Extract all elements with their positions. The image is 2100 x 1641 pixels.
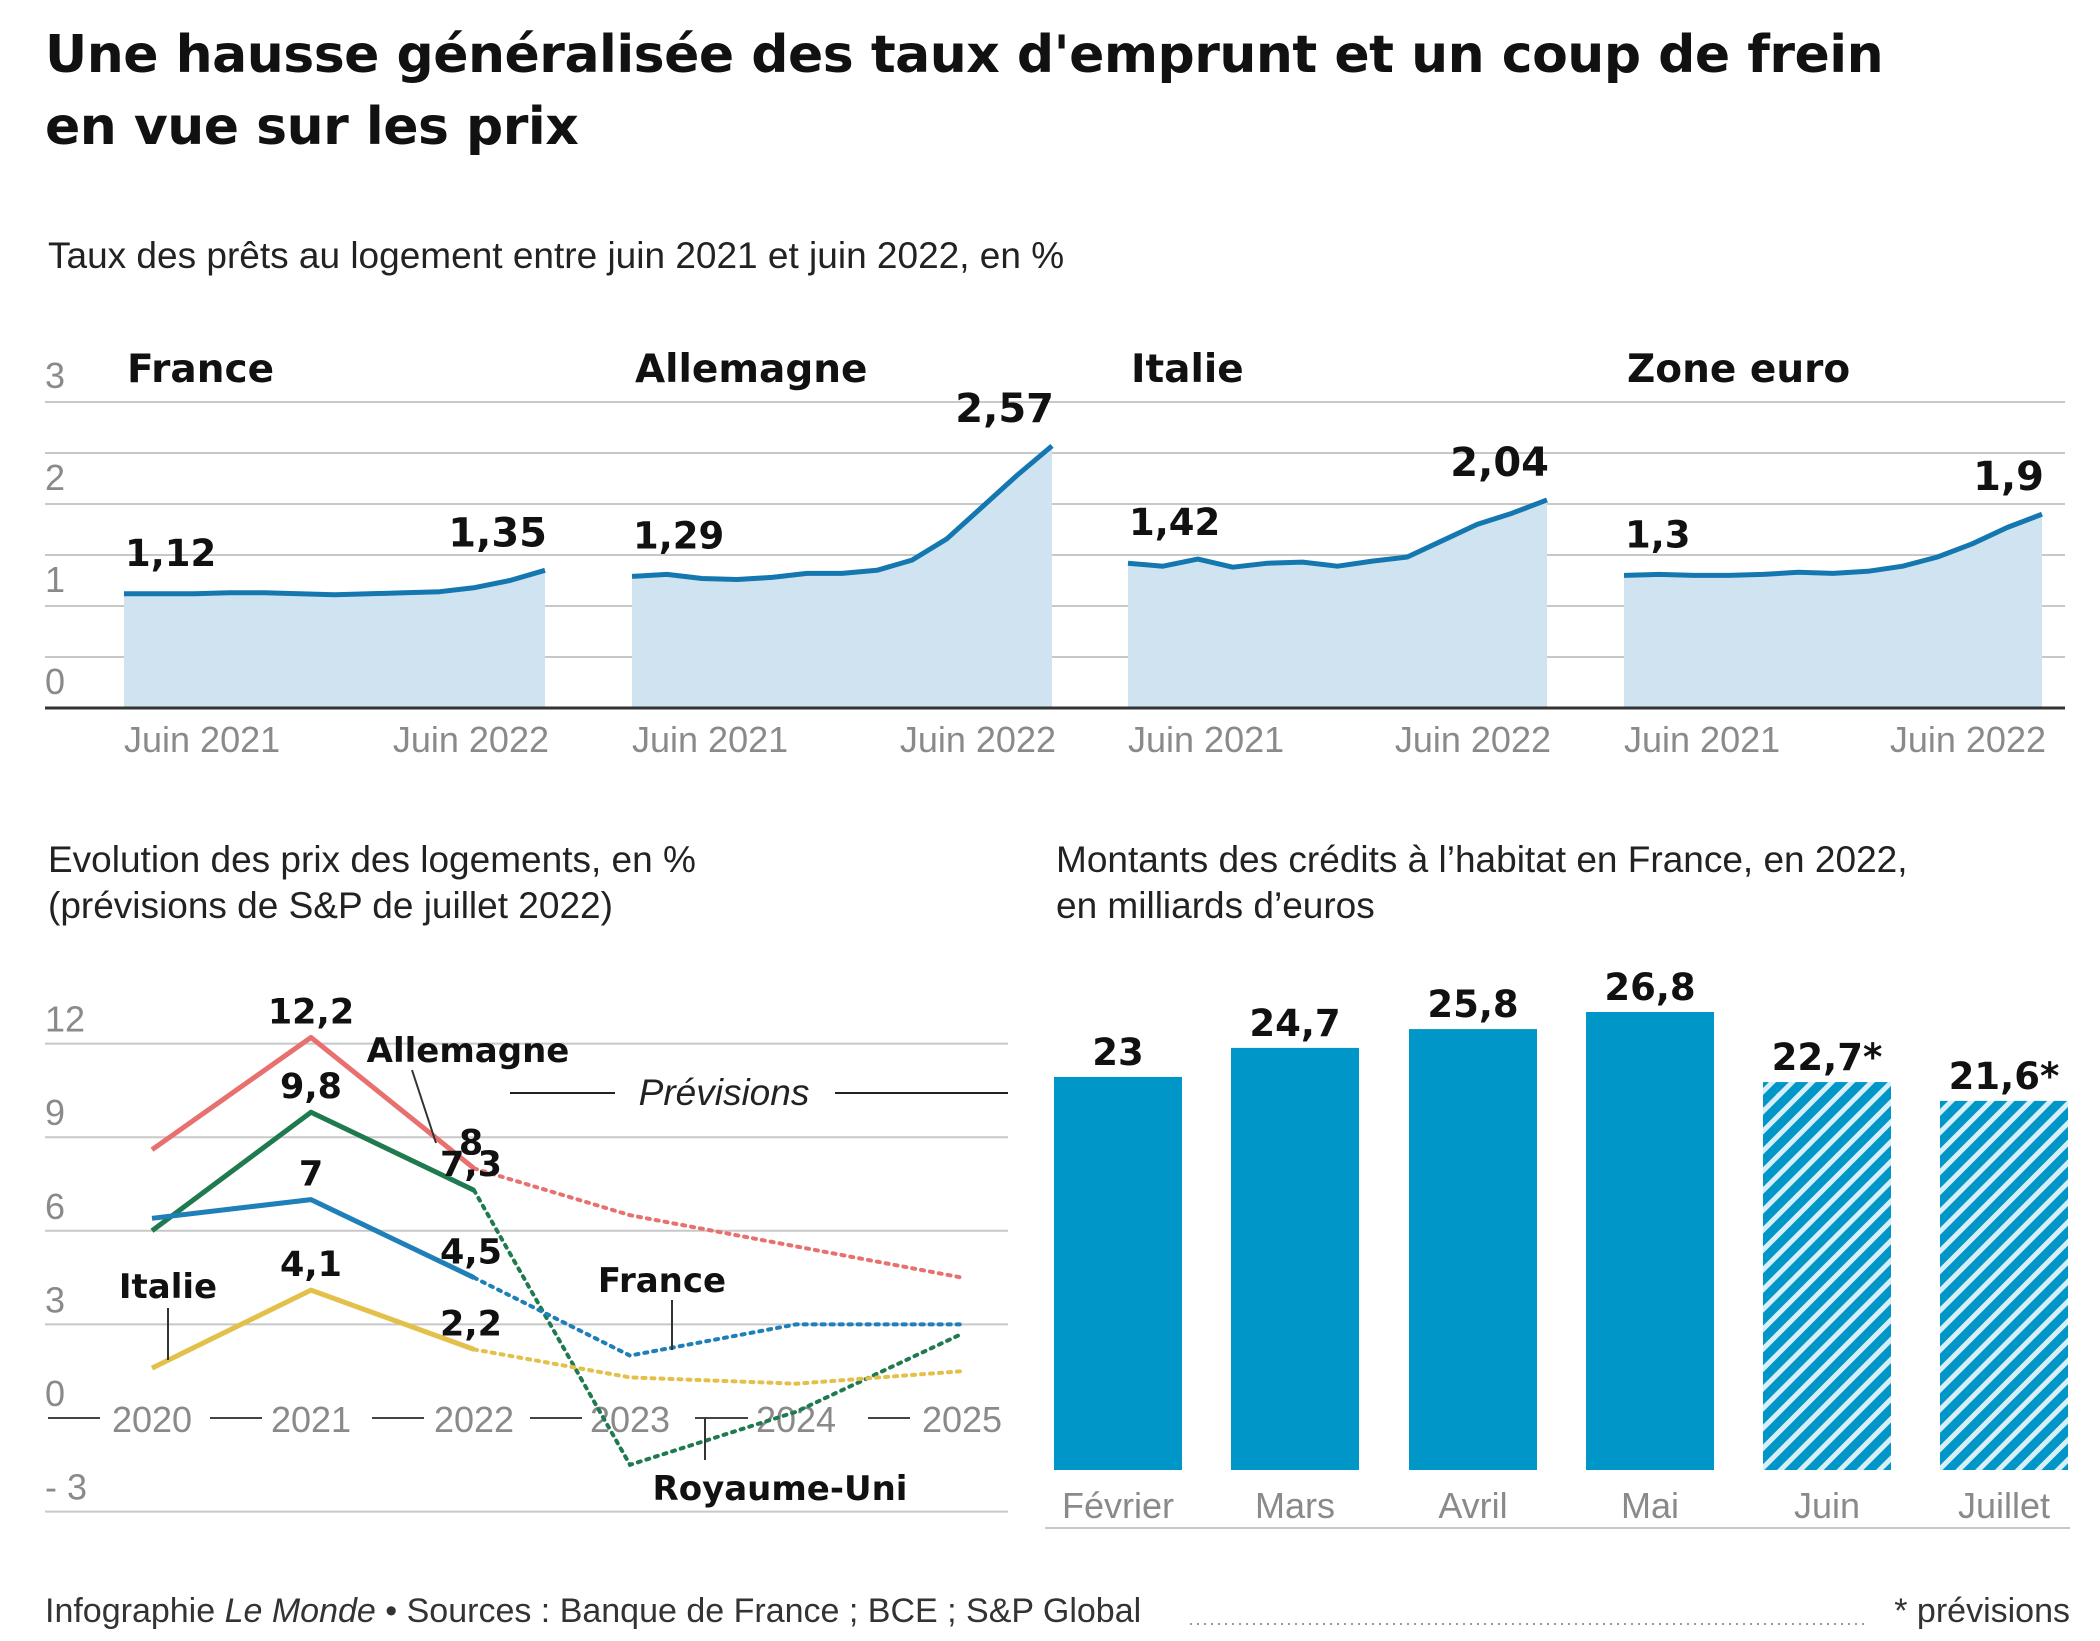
x-tick-label: Février [1062, 1485, 1174, 1526]
bar [1763, 1082, 1891, 1470]
x-tick-label: Juin 2021 [1128, 719, 1284, 760]
x-tick-label: Juin 2022 [1395, 719, 1551, 760]
bar [1940, 1100, 2068, 1470]
bar [1409, 1029, 1537, 1470]
panel-name: France [127, 347, 274, 392]
series-name-label: Allemagne [367, 1031, 570, 1071]
bar [1586, 1012, 1714, 1470]
series-name-label: France [598, 1261, 726, 1301]
x-tick-label: Juin 2022 [393, 719, 549, 760]
bar [1054, 1076, 1182, 1470]
footer-credit: Infographie Le Monde • Sources : Banque … [45, 1592, 1141, 1630]
data-value-label: 4,1 [280, 1245, 342, 1285]
panel-name: Allemagne [635, 347, 867, 392]
data-value-label: 12,2 [268, 992, 354, 1032]
x-tick-label: 2021 [271, 1399, 351, 1440]
end-value-label: 2,57 [955, 386, 1054, 432]
start-value-label: 1,29 [633, 514, 724, 557]
data-value-label: 9,8 [280, 1067, 342, 1107]
rates-subtitle: Taux des prêts au logement entre juin 20… [48, 235, 1064, 276]
series-name-label: Italie [119, 1267, 217, 1307]
y-tick-label: 1 [45, 559, 65, 600]
series-name-label: Royaume-Uni [653, 1469, 908, 1509]
panel-name: Zone euro [1627, 347, 1850, 392]
bar-value-label: 25,8 [1427, 983, 1518, 1026]
y-tick-label: 3 [45, 355, 65, 396]
page-title-line-2: en vue sur les prix [45, 97, 578, 157]
data-value-label: 4,5 [440, 1233, 502, 1273]
x-tick-label: Juin 2022 [900, 719, 1056, 760]
data-value-label: 7 [299, 1155, 323, 1195]
series-line-actual [151, 1197, 476, 1280]
prices-subtitle-line-1: Evolution des prix des logements, en % [48, 839, 696, 880]
x-tick-label: Avril [1438, 1485, 1507, 1526]
bar-value-label: 26,8 [1604, 966, 1695, 1009]
x-tick-label: Juin 2022 [1890, 719, 2046, 760]
series-line-forecast [472, 1347, 964, 1386]
x-tick-label: Mai [1621, 1485, 1679, 1526]
x-tick-label: Juillet [1958, 1485, 2050, 1526]
area-fill [632, 445, 1052, 708]
x-tick-label: Juin [1794, 1485, 1860, 1526]
y-tick-label: 6 [45, 1186, 65, 1227]
start-value-label: 1,12 [125, 532, 216, 575]
series-line-forecast [472, 1188, 964, 1468]
y-tick-label: 12 [45, 999, 85, 1040]
footer-sources: • Sources : Banque de France ; BCE ; S&P… [376, 1592, 1141, 1630]
area-line [1623, 511, 2043, 578]
area-fill [1128, 499, 1547, 708]
x-tick-label: 2022 [434, 1399, 514, 1440]
y-tick-label: 2 [45, 457, 65, 498]
footer-note: * prévisions [1894, 1592, 2070, 1630]
x-tick-label: Juin 2021 [632, 719, 788, 760]
series-line-actual [150, 1109, 476, 1233]
data-value-label: 7,3 [440, 1145, 502, 1185]
x-tick-label: Juin 2021 [1624, 719, 1780, 760]
y-tick-label: 0 [45, 1373, 65, 1414]
bar-value-label: 24,7 [1249, 1002, 1340, 1045]
x-tick-label: 2020 [112, 1399, 192, 1440]
prices-subtitle-line-2: (prévisions de S&P de juillet 2022) [48, 885, 613, 926]
area-line [631, 443, 1054, 582]
page-title-line-1: Une hausse généralisée des taux d'emprun… [45, 25, 1883, 85]
area-line [124, 567, 546, 598]
bar-value-label: 21,6* [1949, 1055, 2060, 1098]
start-value-label: 1,42 [1129, 501, 1220, 544]
series-name-leader [411, 1069, 437, 1144]
footer-publication: Le Monde [225, 1592, 376, 1630]
start-value-label: 1,3 [1625, 513, 1691, 556]
data-value-label: 2,2 [440, 1304, 502, 1344]
x-tick-label: Mars [1255, 1485, 1335, 1526]
y-tick-label: 9 [45, 1092, 65, 1133]
x-tick-label: 2025 [922, 1399, 1002, 1440]
area-fill [124, 570, 545, 708]
y-tick-label: 0 [45, 661, 65, 702]
forecast-label: Prévisions [639, 1072, 810, 1113]
bar-value-label: 22,7* [1772, 1036, 1883, 1079]
end-value-label: 1,9 [1973, 454, 2044, 500]
credits-chart: 23 Février 24,7 Mars 25,8 Avril 26,8 Mai 22,7* Ju… [1045, 966, 2070, 1529]
data-value-label: 8 [459, 1123, 483, 1163]
y-tick-label: - 3 [45, 1467, 87, 1508]
x-tick-label: Juin 2021 [124, 719, 280, 760]
credits-subtitle-line-2: en milliards d’euros [1056, 885, 1375, 926]
series-line-forecast [472, 1166, 964, 1280]
footer-credit-prefix: Infographie [45, 1592, 225, 1630]
panel-name: Italie [1131, 347, 1244, 392]
area-line [1127, 497, 1548, 570]
area-fill [1624, 514, 2042, 708]
y-tick-label: 3 [45, 1279, 65, 1320]
series-line-actual [150, 1287, 475, 1371]
end-value-label: 1,35 [448, 510, 547, 556]
end-value-label: 2,04 [1450, 440, 1549, 486]
bar [1231, 1047, 1359, 1470]
series-line-actual [150, 1034, 476, 1171]
series-line-forecast [472, 1275, 964, 1358]
bar-value-label: 23 [1092, 1031, 1144, 1074]
rates-chart: 0 1 2 3 France 1,12 1,35 Juin 2021 Juin 2022 Alle… [45, 347, 2065, 760]
credits-subtitle-line-1: Montants des crédits à l’habitat en Fran… [1056, 839, 1908, 880]
